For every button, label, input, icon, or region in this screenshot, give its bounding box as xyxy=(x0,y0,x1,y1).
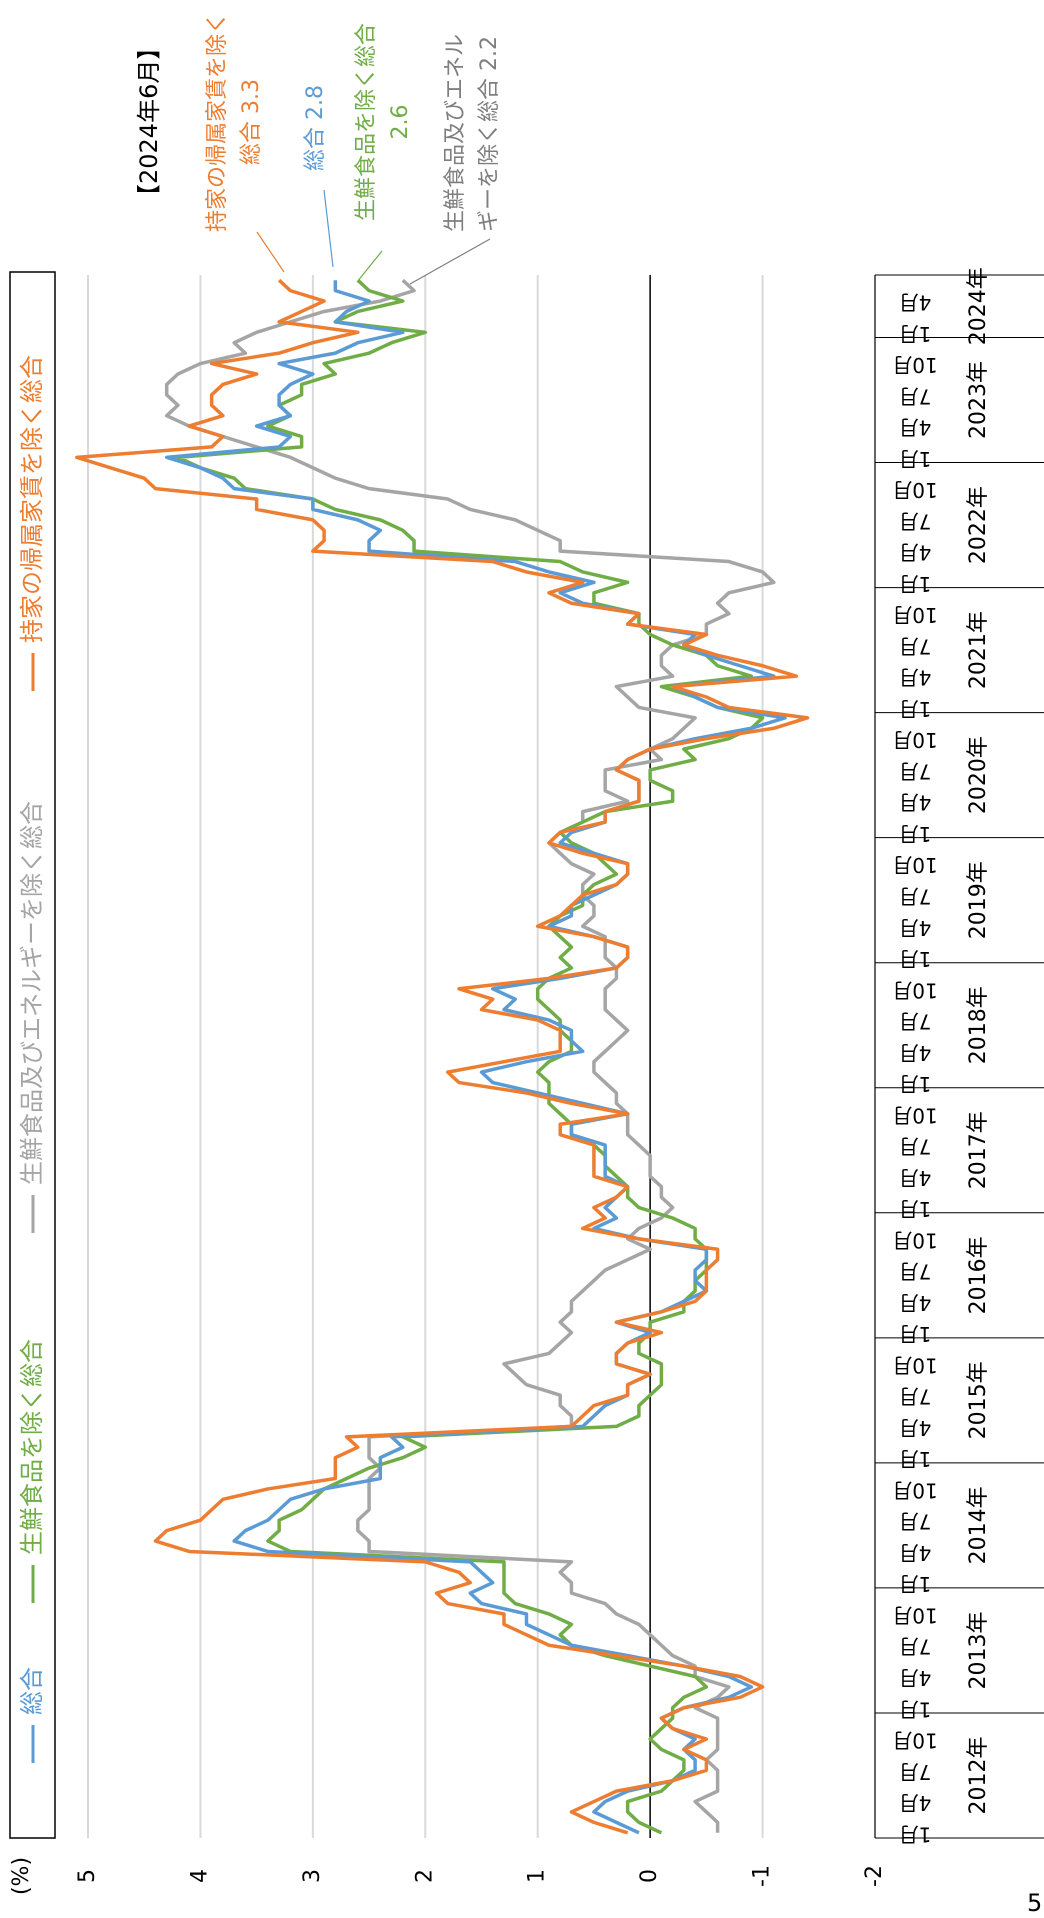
x-tick-label: 4月 xyxy=(899,916,932,940)
annotation: 2.6 xyxy=(388,105,413,140)
series-line xyxy=(164,278,776,1833)
x-tick-label: 10月 xyxy=(892,728,937,752)
x-tick-label: 10月 xyxy=(892,603,937,627)
x-group-label: 2021年 xyxy=(966,611,991,689)
y-tick-label: 2 xyxy=(412,1869,437,1883)
x-tick-label: 1月 xyxy=(899,1072,932,1096)
date-note: 【2024年6月】 xyxy=(135,36,163,208)
x-tick-label: 7月 xyxy=(899,1760,932,1784)
series-line xyxy=(164,280,787,1835)
annotation: ギーを除く総合 2.2 xyxy=(477,36,502,232)
x-tick-label: 1月 xyxy=(899,1197,932,1221)
x-tick-label: 10月 xyxy=(892,478,937,502)
x-group-label: 2024年 xyxy=(966,267,991,345)
x-tick-label: 4月 xyxy=(899,1666,932,1690)
x-tick-label: 7月 xyxy=(899,1260,932,1284)
y-tick-label: 3 xyxy=(300,1869,325,1883)
chart-frame: (%) -2 -1 0 1 2 3 4 5 2012年 1月 4月 7月 10月 2013年 1月 4月 7月 10… xyxy=(9,12,1044,1895)
annotation: 持家の帰属家賃を除く xyxy=(205,12,230,232)
y-tick-label: 0 xyxy=(637,1869,662,1883)
x-tick-label: 7月 xyxy=(899,1510,932,1534)
x-tick-label: 7月 xyxy=(899,884,932,908)
annotation: 総合 2.8 xyxy=(303,85,328,171)
y-tick-label: 4 xyxy=(187,1869,212,1883)
y-tick-label: -1 xyxy=(750,1865,775,1887)
x-tick-label: 10月 xyxy=(892,1353,937,1377)
x-tick-label: 4月 xyxy=(899,1416,932,1440)
x-tick-label: 1月 xyxy=(899,697,932,721)
x-group-label: 2015年 xyxy=(966,1361,991,1439)
x-tick-label: 4月 xyxy=(899,1791,932,1815)
x-tick-label: 4月 xyxy=(899,1291,932,1315)
legend-box xyxy=(9,271,56,1839)
annotation-leader xyxy=(256,231,285,273)
annotation: 総合 3.3 xyxy=(239,79,264,165)
x-tick-label: 4月 xyxy=(899,541,932,565)
x-tick-label: 1月 xyxy=(899,822,932,846)
x-tick-label: 4月 xyxy=(899,1166,932,1190)
x-tick-label: 7月 xyxy=(899,634,932,658)
series-line xyxy=(75,278,810,1835)
x-tick-label: 10月 xyxy=(892,978,937,1002)
annotation-leader xyxy=(323,189,334,268)
legend-label: 生鮮食品を除く総合 xyxy=(18,1339,46,1555)
x-group-label: 2013年 xyxy=(966,1611,991,1689)
y-tick-label: -2 xyxy=(862,1865,887,1887)
x-tick-label: 4月 xyxy=(899,791,932,815)
y-axis-label: (%) xyxy=(9,1857,34,1895)
x-tick-label: 1月 xyxy=(899,447,932,471)
x-tick-label: 7月 xyxy=(899,384,932,408)
x-tick-label: 7月 xyxy=(899,759,932,783)
x-tick-label: 10月 xyxy=(892,1228,937,1252)
x-tick-label: 1月 xyxy=(899,1572,932,1596)
y-tick-label: 5 xyxy=(75,1869,100,1883)
x-group-label: 2012年 xyxy=(966,1736,991,1814)
x-tick-label: 1月 xyxy=(899,572,932,596)
x-tick-label: 4月 xyxy=(899,1541,932,1565)
x-tick-label: 10月 xyxy=(892,353,937,377)
x-group-label: 2019年 xyxy=(966,861,991,939)
x-tick-label: 10月 xyxy=(892,1103,937,1127)
x-tick-label: 4月 xyxy=(899,416,932,440)
y-tick-label: 1 xyxy=(525,1869,550,1883)
x-tick-label: 7月 xyxy=(899,1135,932,1159)
x-group-label: 2023年 xyxy=(966,361,991,439)
legend-label: 持家の帰属家賃を除く総合 xyxy=(18,355,46,643)
x-tick-label: 1月 xyxy=(899,322,932,346)
series-line xyxy=(176,278,765,1835)
annotation-leader xyxy=(409,238,491,285)
x-group-label: 2022年 xyxy=(966,486,991,564)
x-tick-label: 4月 xyxy=(899,666,932,690)
annotation-leader xyxy=(356,250,383,283)
x-tick-label: 1月 xyxy=(899,1447,932,1471)
x-tick-label: 4月 xyxy=(899,291,932,315)
page-number: 5 xyxy=(1027,1889,1042,1917)
x-group-label: 2018年 xyxy=(966,986,991,1064)
legend-label: 生鮮食品及びエネルギーを除く総合 xyxy=(18,801,46,1185)
x-tick-label: 10月 xyxy=(892,1478,937,1502)
x-tick-label: 10月 xyxy=(892,1603,937,1627)
legend-label: 総合 xyxy=(18,1667,46,1715)
x-tick-label: 1月 xyxy=(899,1697,932,1721)
x-group-label: 2016年 xyxy=(966,1236,991,1314)
x-tick-label: 7月 xyxy=(899,1385,932,1409)
x-tick-label: 10月 xyxy=(892,853,937,877)
x-tick-label: 7月 xyxy=(899,1635,932,1659)
annotation: 生鮮食品を除く総合 xyxy=(354,23,379,221)
x-tick-label: 4月 xyxy=(899,1041,932,1065)
x-tick-label: 7月 xyxy=(899,1010,932,1034)
x-tick-label: 1月 xyxy=(899,1322,932,1346)
x-tick-label: 1月 xyxy=(899,947,932,971)
x-tick-label: 10月 xyxy=(892,1729,937,1753)
x-tick-label: 7月 xyxy=(899,509,932,533)
x-group-label: 2014年 xyxy=(966,1486,991,1564)
x-group-label: 2020年 xyxy=(966,736,991,814)
annotation: 生鮮食品及びエネル xyxy=(443,34,468,232)
x-group-label: 2017年 xyxy=(966,1111,991,1189)
x-tick-label: 1月 xyxy=(899,1822,932,1846)
